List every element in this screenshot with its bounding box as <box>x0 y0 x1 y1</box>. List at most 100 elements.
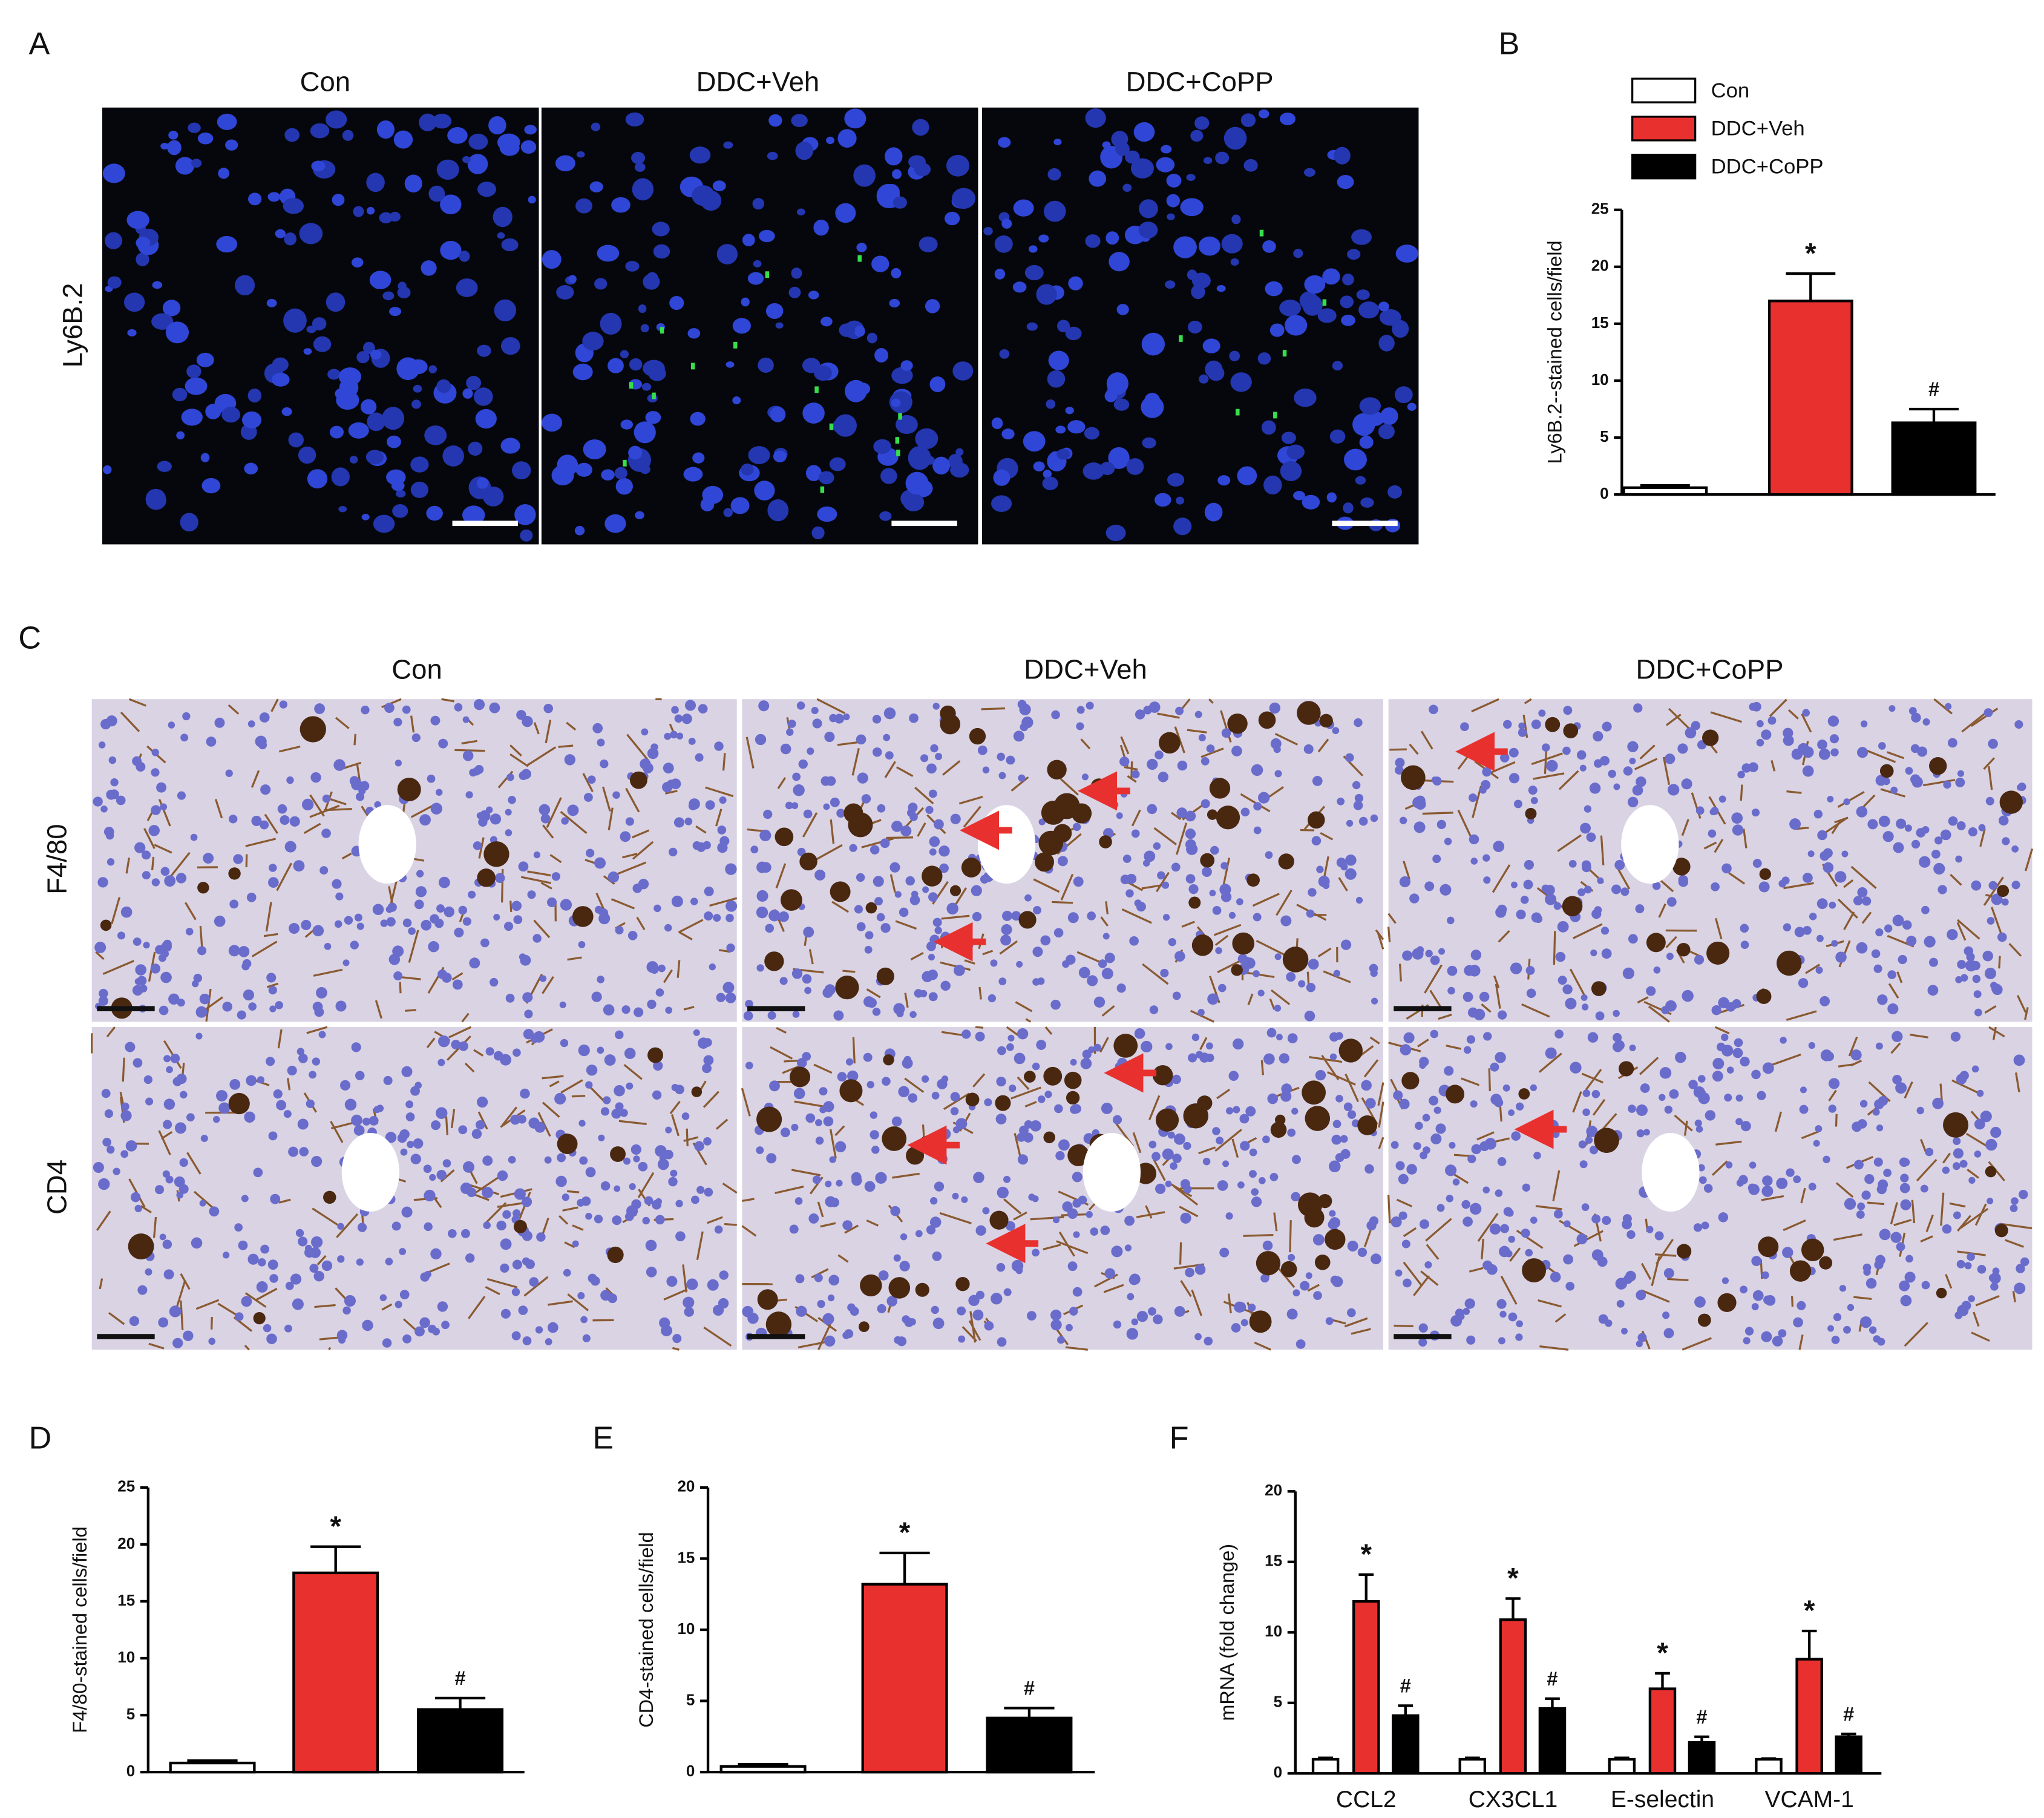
nucleus <box>286 776 294 784</box>
panel-label: A <box>29 27 50 62</box>
nucleus <box>1168 938 1176 947</box>
stain <box>1270 1121 1287 1138</box>
nucleus <box>333 759 346 771</box>
nucleus <box>160 867 170 876</box>
nucleus <box>1499 1245 1510 1258</box>
nucleus <box>1191 284 1205 300</box>
nucleus <box>1705 1110 1716 1121</box>
nucleus <box>668 847 678 857</box>
nucleus <box>891 1116 902 1127</box>
stain <box>195 1299 220 1310</box>
nucleus <box>889 862 900 873</box>
nucleus <box>1322 268 1340 285</box>
nucleus <box>1223 126 1247 150</box>
nucleus <box>1047 168 1061 181</box>
stain <box>1472 786 1482 818</box>
stain <box>790 1066 811 1088</box>
nucleus <box>1762 1175 1773 1186</box>
nucleus <box>1124 1215 1135 1226</box>
stain <box>1259 229 1264 237</box>
nucleus <box>1487 1264 1498 1275</box>
nucleus <box>830 797 840 807</box>
nucleus <box>1721 1045 1734 1057</box>
stain <box>1282 947 1309 973</box>
nucleus <box>944 211 960 226</box>
nucleus <box>1473 1008 1486 1020</box>
nucleus <box>1625 1270 1636 1282</box>
nucleus <box>1974 1008 1982 1017</box>
stain <box>1743 829 1748 848</box>
nucleus <box>351 1042 361 1052</box>
nucleus <box>1335 1153 1345 1163</box>
nucleus <box>1786 1168 1795 1177</box>
nucleus <box>441 1321 450 1330</box>
vessel <box>1642 1132 1700 1212</box>
nucleus <box>1102 933 1110 940</box>
nucleus <box>1435 1123 1446 1134</box>
stain <box>1409 743 1419 755</box>
nucleus <box>780 1127 790 1138</box>
nucleus <box>1253 826 1262 835</box>
nucleus <box>229 1078 241 1090</box>
nucleus <box>798 759 808 769</box>
nucleus <box>1629 1044 1636 1052</box>
nucleus <box>722 982 735 994</box>
nucleus <box>296 1048 305 1055</box>
stain <box>228 867 241 880</box>
stain <box>1521 1003 1550 1018</box>
nucleus <box>539 804 551 816</box>
nucleus <box>384 703 395 713</box>
nucleus <box>1691 721 1700 730</box>
stain <box>995 1095 1011 1111</box>
stain <box>1168 1182 1193 1198</box>
nucleus <box>1664 753 1675 764</box>
nucleus <box>1526 988 1536 999</box>
nucleus <box>456 278 478 297</box>
nucleus <box>1843 1325 1851 1334</box>
stain <box>1043 1131 1055 1144</box>
nucleus <box>1586 832 1596 842</box>
nucleus <box>1330 1275 1340 1285</box>
nucleus <box>1205 1053 1214 1062</box>
nucleus <box>1312 776 1323 786</box>
significance: * <box>899 1517 911 1549</box>
nucleus <box>1862 896 1872 906</box>
nucleus <box>588 1273 597 1283</box>
panel-label: E <box>592 1421 614 1456</box>
nucleus <box>133 1058 143 1068</box>
nucleus <box>382 1338 392 1348</box>
nucleus <box>1900 1199 1911 1210</box>
nucleus <box>1130 158 1154 179</box>
nucleus <box>181 409 203 426</box>
nucleus <box>259 712 270 723</box>
nucleus <box>1230 372 1252 392</box>
stain <box>1034 852 1054 872</box>
stain <box>1600 835 1605 865</box>
nucleus <box>768 910 781 922</box>
nucleus <box>756 1146 764 1154</box>
stain <box>1965 1132 1988 1147</box>
nucleus <box>386 469 406 485</box>
nucleus <box>1343 1102 1353 1112</box>
nucleus <box>1306 982 1316 993</box>
nucleus <box>1142 859 1150 867</box>
nucleus <box>663 763 674 774</box>
nucleus <box>1253 913 1262 922</box>
nucleus <box>1761 1271 1769 1279</box>
stain <box>1401 765 1426 790</box>
nucleus <box>234 1223 243 1232</box>
nucleus <box>102 163 125 183</box>
nucleus <box>1867 819 1878 830</box>
nucleus <box>268 1131 278 1141</box>
nucleus <box>638 304 647 313</box>
nucleus <box>355 792 365 801</box>
stain <box>549 854 562 864</box>
nucleus <box>698 1037 709 1049</box>
nucleus <box>1412 948 1424 960</box>
stain <box>1477 1213 1499 1242</box>
nucleus <box>1033 905 1041 914</box>
nucleus <box>462 1161 475 1173</box>
nucleus <box>1251 1196 1262 1207</box>
nucleus <box>1737 770 1745 779</box>
stain <box>939 1212 972 1224</box>
